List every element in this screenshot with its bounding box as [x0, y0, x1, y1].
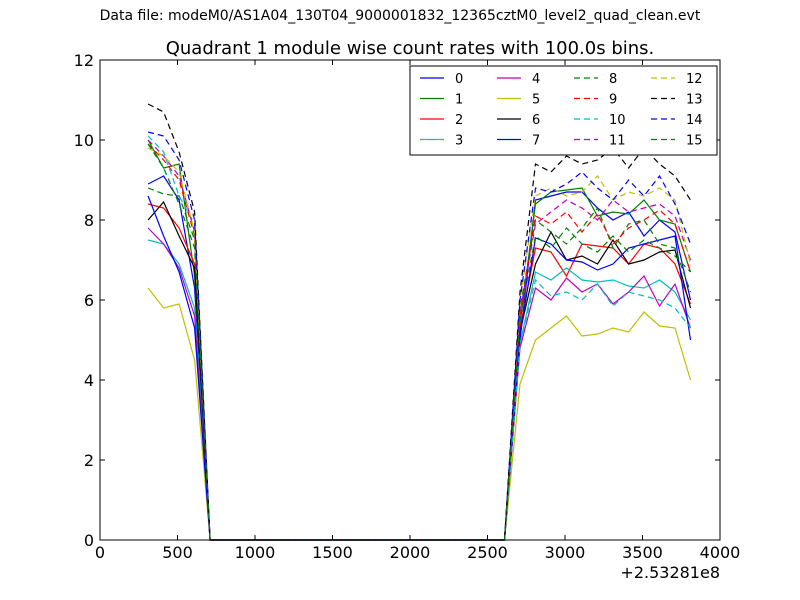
legend-label-4: 4 [532, 72, 540, 87]
x-tick-label: 0 [95, 543, 105, 562]
series-line-0 [147, 175, 692, 541]
x-tick-label: 4000 [700, 543, 741, 562]
y-tick-label: 10 [74, 131, 94, 150]
series-line-15 [147, 143, 691, 541]
series-line-13 [147, 103, 692, 541]
y-tick-label: 0 [84, 531, 94, 550]
series-line-4 [147, 227, 692, 541]
series-line-9 [147, 143, 692, 541]
legend-label-6: 6 [532, 113, 540, 128]
series-line-3 [147, 239, 692, 541]
y-tick-label: 2 [84, 451, 94, 470]
plot-area [147, 103, 692, 541]
legend-label-5: 5 [532, 93, 540, 108]
x-tick-label: 3500 [622, 543, 663, 562]
x-tick-label: 1000 [235, 543, 276, 562]
y-tick-label: 6 [84, 291, 94, 310]
series-line-1 [147, 139, 692, 541]
y-tick-label: 12 [74, 51, 94, 70]
y-tick-label: 8 [84, 211, 94, 230]
legend-label-10: 10 [609, 113, 626, 128]
legend-label-0: 0 [455, 72, 463, 87]
legend-label-2: 2 [455, 113, 463, 128]
series-line-6 [147, 200, 692, 541]
y-tick-label: 4 [84, 371, 94, 390]
legend-label-11: 11 [609, 134, 626, 149]
legend-label-3: 3 [455, 134, 463, 149]
legend-label-1: 1 [455, 93, 463, 108]
legend-box [409, 65, 718, 156]
legend-label-13: 13 [686, 93, 703, 108]
x-tick-label: 500 [162, 543, 193, 562]
x-tick-label: 2000 [390, 543, 431, 562]
legend-label-14: 14 [686, 113, 703, 128]
figure-suptitle: Data file: modeM0/AS1A04_130T04_90000018… [99, 8, 701, 24]
series-line-8 [147, 187, 692, 541]
axis-ticks: 0 500 1000 1500 2000 2500 3000 3500 400002468101… [74, 51, 741, 562]
x-tick-label: 3000 [545, 543, 586, 562]
legend-label-7: 7 [532, 134, 540, 149]
series-line-12 [147, 147, 692, 541]
x-tick-label: 2500 [467, 543, 508, 562]
series-line-11 [147, 139, 692, 541]
series-line-2 [147, 203, 692, 541]
legend-label-15: 15 [686, 134, 703, 149]
chart-title: Quadrant 1 module wise count rates with … [166, 38, 655, 59]
legend-label-12: 12 [686, 72, 703, 87]
x-tick-label: 1500 [312, 543, 353, 562]
x-axis-offset-label: +2.53281e8 [620, 563, 720, 582]
series-line-5 [147, 287, 692, 541]
legend-label-9: 9 [609, 93, 617, 108]
legend-label-8: 8 [609, 72, 617, 87]
